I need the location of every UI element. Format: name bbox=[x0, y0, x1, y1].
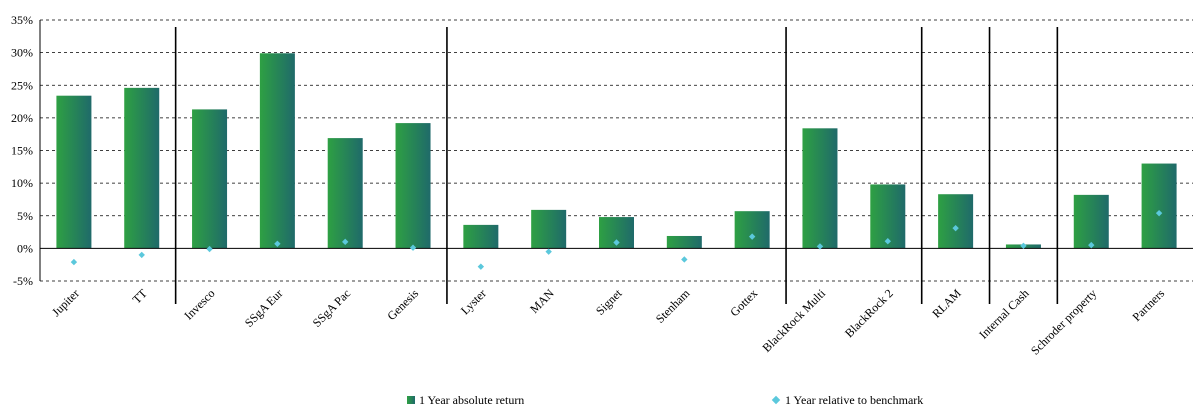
bar-blackrock-multi bbox=[802, 128, 838, 249]
bar-schroder-property bbox=[1073, 194, 1109, 249]
marker-blackrock-2 bbox=[884, 237, 891, 245]
y-tick-label: 30% bbox=[11, 46, 33, 60]
bar-rlam bbox=[938, 194, 974, 249]
legend-marker-swatch bbox=[771, 395, 781, 405]
x-tick-label: BlackRock 2 bbox=[842, 286, 896, 340]
bar-stenham bbox=[666, 235, 702, 249]
bar-gottex bbox=[734, 211, 770, 249]
marker-internal-cash bbox=[1020, 242, 1027, 249]
x-tick-label: Lyster bbox=[458, 286, 489, 317]
y-tick-label: 35% bbox=[11, 13, 33, 27]
x-tick-label: Genesis bbox=[384, 286, 421, 323]
bar-man bbox=[531, 209, 567, 249]
bar-tt bbox=[124, 87, 160, 249]
legend: 1 Year absolute return 1 Year relative t… bbox=[407, 393, 923, 407]
bar-genesis bbox=[395, 123, 431, 249]
y-tick-label: -5% bbox=[13, 274, 33, 288]
axes bbox=[39, 20, 1193, 281]
markers bbox=[70, 209, 1163, 270]
y-tick-label: 0% bbox=[17, 241, 33, 255]
legend-marker-label: 1 Year relative to benchmark bbox=[785, 393, 923, 407]
legend-bar-label: 1 Year absolute return bbox=[419, 393, 524, 407]
marker-jupiter bbox=[70, 258, 78, 266]
y-tick-label: 5% bbox=[17, 209, 33, 223]
bar-jupiter bbox=[56, 95, 92, 249]
x-tick-label: Jupiter bbox=[49, 286, 82, 319]
y-tick-label: 25% bbox=[11, 78, 33, 92]
group-separators bbox=[174, 27, 1059, 304]
marker-rlam bbox=[952, 224, 959, 232]
marker-signet bbox=[613, 239, 620, 246]
marker-ssga-eur bbox=[274, 240, 281, 248]
x-tick-labels: Jupiter TT Invesco SSgA Eur SSgA Pac Genesis L… bbox=[49, 286, 1167, 358]
x-tick-label: Invesco bbox=[181, 286, 217, 322]
marker-invesco bbox=[206, 245, 213, 253]
legend-bar-swatch bbox=[407, 396, 415, 404]
bar-ssga-pac bbox=[327, 138, 363, 249]
marker-blackrock-multi bbox=[816, 243, 824, 250]
grid-lines bbox=[40, 19, 1193, 282]
marker-man bbox=[545, 248, 552, 255]
marker-gottex bbox=[748, 233, 756, 240]
y-tick-label: 15% bbox=[11, 144, 33, 158]
bars bbox=[56, 53, 1177, 249]
x-tick-label: Gottex bbox=[727, 286, 760, 319]
x-tick-label: Stenham bbox=[653, 286, 693, 326]
marker-genesis bbox=[409, 244, 417, 251]
x-tick-label: SSgA Pac bbox=[310, 286, 354, 330]
y-tick-label: 10% bbox=[11, 176, 33, 190]
x-tick-label: Internal Cash bbox=[976, 286, 1031, 341]
bar-lyster bbox=[463, 224, 499, 249]
bar-blackrock-2 bbox=[870, 184, 906, 249]
x-tick-label: BlackRock Multi bbox=[760, 286, 829, 355]
x-tick-label: TT bbox=[130, 286, 151, 307]
x-tick-label: RLAM bbox=[929, 286, 964, 321]
x-tick-label: Partners bbox=[1130, 286, 1168, 324]
bar-invesco bbox=[192, 109, 228, 249]
y-tick-label: 20% bbox=[11, 111, 33, 125]
marker-schroder-property bbox=[1088, 241, 1095, 249]
x-tick-label: MAN bbox=[527, 286, 557, 316]
marker-stenham bbox=[681, 256, 688, 263]
bar-ssga-eur bbox=[259, 53, 295, 249]
x-tick-label: Signet bbox=[593, 286, 625, 318]
x-tick-label: Schroder property bbox=[1028, 286, 1099, 357]
marker-tt bbox=[138, 251, 145, 259]
marker-partners bbox=[1155, 209, 1163, 217]
y-tick-labels: -5% 0% 5% 10% 15% 20% 25% 30% 35% bbox=[11, 13, 33, 288]
marker-ssga-pac bbox=[342, 238, 349, 246]
x-tick-label: SSgA Eur bbox=[242, 286, 286, 330]
bar-partners bbox=[1141, 163, 1177, 249]
marker-lyster bbox=[477, 263, 485, 270]
